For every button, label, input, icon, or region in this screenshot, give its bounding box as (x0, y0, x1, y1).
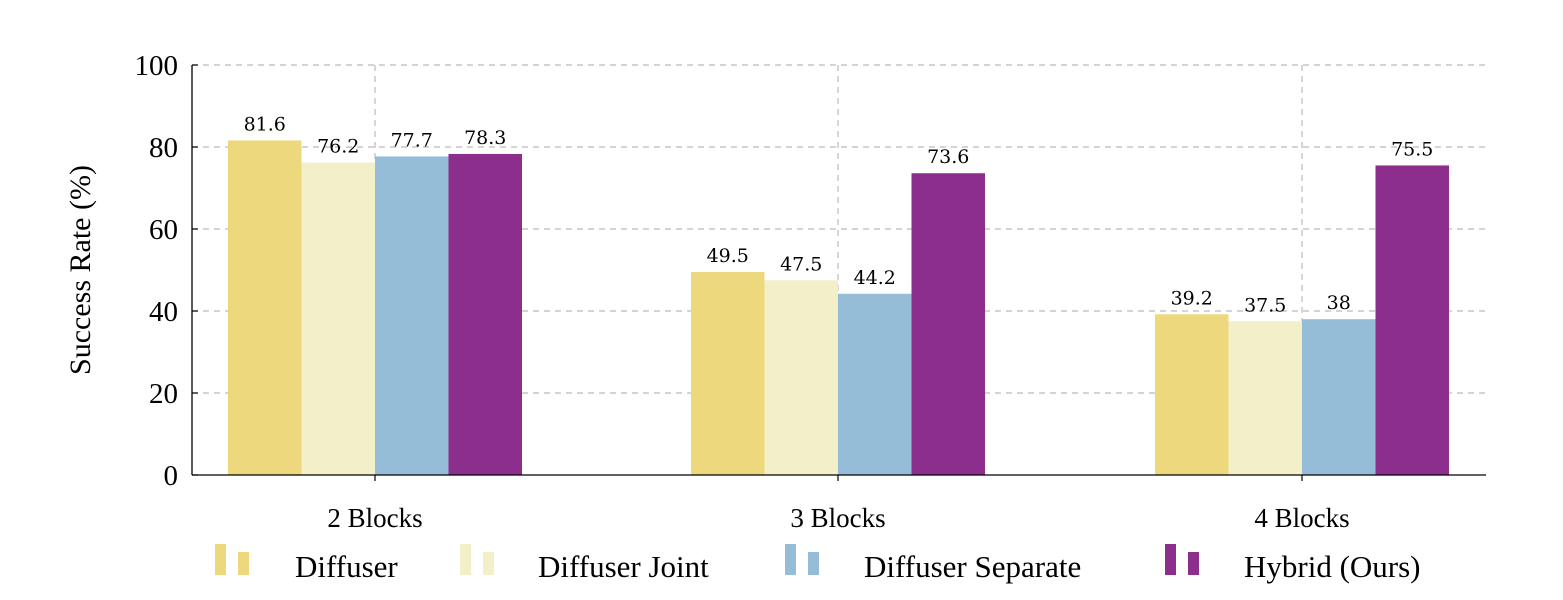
legend-label: Diffuser (295, 549, 398, 584)
bar-diffuser-separate-2 (1302, 319, 1376, 475)
bar-diffuser-separate-0 (375, 156, 449, 475)
data-label: 76.2 (317, 136, 359, 158)
bar-diffuser-joint-1 (764, 280, 838, 475)
data-label: 37.5 (1244, 294, 1286, 316)
data-label: 49.5 (707, 245, 749, 267)
bar-diffuser-joint-0 (301, 162, 375, 475)
data-label: 38 (1327, 292, 1351, 314)
data-label: 77.7 (391, 129, 433, 151)
bar-hybrid-ours--1 (911, 173, 985, 476)
x-tick-label: 2 Blocks (327, 503, 422, 533)
data-label: 78.3 (464, 127, 506, 149)
y-tick-label: 0 (164, 460, 179, 492)
bar-diffuser-2 (1155, 314, 1229, 475)
legend-swatch (483, 552, 494, 575)
x-tick-label: 4 Blocks (1254, 503, 1349, 533)
data-label: 44.2 (854, 267, 896, 289)
bar-diffuser-0 (228, 140, 302, 475)
y-axis-label: Success Rate (%) (64, 165, 97, 375)
y-tick-label: 20 (149, 378, 178, 410)
legend-swatch (460, 544, 471, 575)
legend-label: Diffuser Separate (864, 549, 1081, 584)
bar-hybrid-ours--2 (1375, 165, 1449, 475)
legend-swatch (238, 552, 249, 575)
bar-hybrid-ours--0 (448, 153, 522, 475)
legend-label: Diffuser Joint (538, 549, 709, 584)
y-tick-label: 80 (149, 132, 178, 164)
data-label: 73.6 (927, 146, 969, 168)
x-tick-label: 3 Blocks (790, 503, 885, 533)
y-tick-label: 40 (149, 296, 178, 328)
bar-diffuser-joint-2 (1228, 321, 1302, 475)
bar-diffuser-1 (691, 272, 765, 475)
legend-swatch (785, 544, 796, 575)
y-tick-label: 60 (149, 214, 178, 246)
legend-swatch (1188, 552, 1199, 575)
legend-label: Hybrid (Ours) (1244, 549, 1421, 584)
data-label: 47.5 (780, 253, 822, 275)
data-label: 39.2 (1171, 287, 1213, 309)
data-label: 75.5 (1391, 138, 1433, 160)
bar-diffuser-separate-1 (838, 293, 912, 475)
legend-swatch (1165, 544, 1176, 575)
data-label: 81.6 (244, 113, 286, 135)
legend-swatch (808, 552, 819, 575)
legend-swatch (215, 544, 226, 575)
y-tick-label: 100 (135, 50, 179, 82)
